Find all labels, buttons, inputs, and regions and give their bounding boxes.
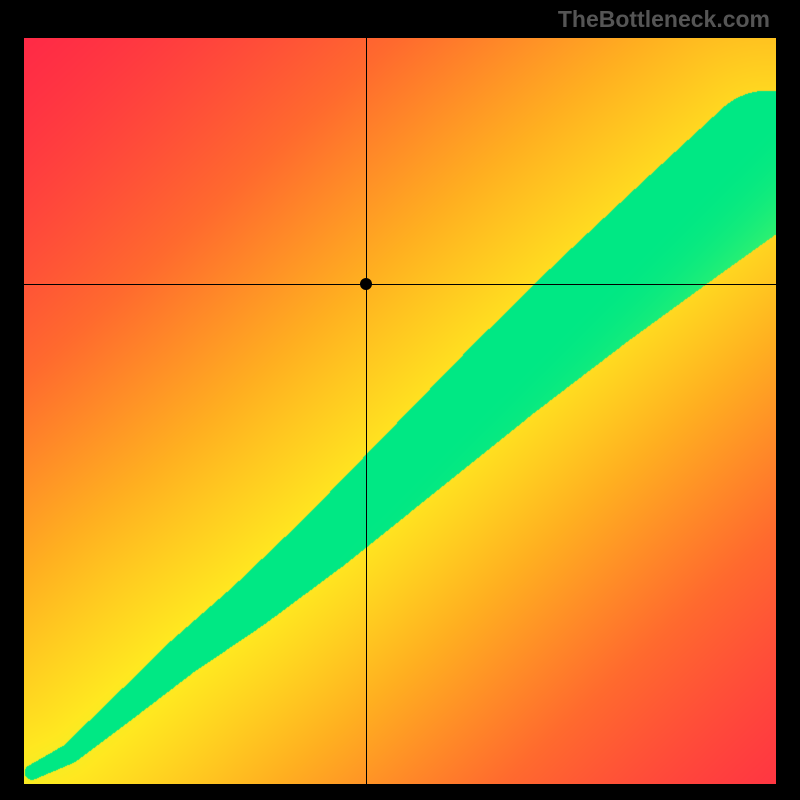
crosshair-horizontal	[24, 284, 776, 285]
chart-container: TheBottleneck.com	[0, 0, 800, 800]
crosshair-vertical	[366, 38, 367, 784]
watermark-text: TheBottleneck.com	[558, 6, 770, 33]
heatmap-plot	[24, 38, 776, 784]
heatmap-canvas	[24, 38, 776, 784]
crosshair-marker	[360, 278, 372, 290]
